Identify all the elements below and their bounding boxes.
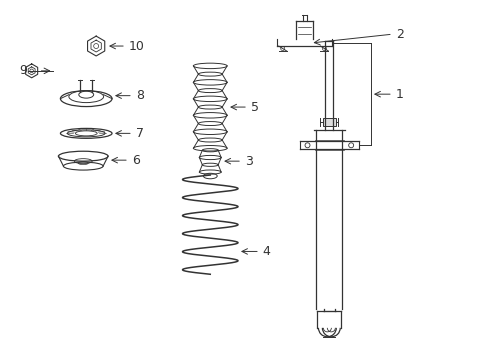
- Circle shape: [305, 143, 309, 148]
- Text: 8: 8: [136, 89, 143, 102]
- Text: 5: 5: [250, 100, 259, 113]
- Text: 1: 1: [395, 88, 403, 101]
- Text: 4: 4: [263, 245, 270, 258]
- Text: 2: 2: [395, 28, 403, 41]
- Circle shape: [322, 46, 325, 50]
- Text: 6: 6: [132, 154, 140, 167]
- Circle shape: [280, 46, 284, 50]
- Circle shape: [94, 44, 99, 49]
- Text: 9: 9: [19, 64, 27, 77]
- FancyBboxPatch shape: [322, 118, 335, 126]
- Text: 3: 3: [244, 155, 252, 168]
- Text: 10: 10: [129, 40, 144, 53]
- Circle shape: [348, 143, 353, 148]
- Circle shape: [30, 69, 33, 73]
- Text: 7: 7: [136, 127, 143, 140]
